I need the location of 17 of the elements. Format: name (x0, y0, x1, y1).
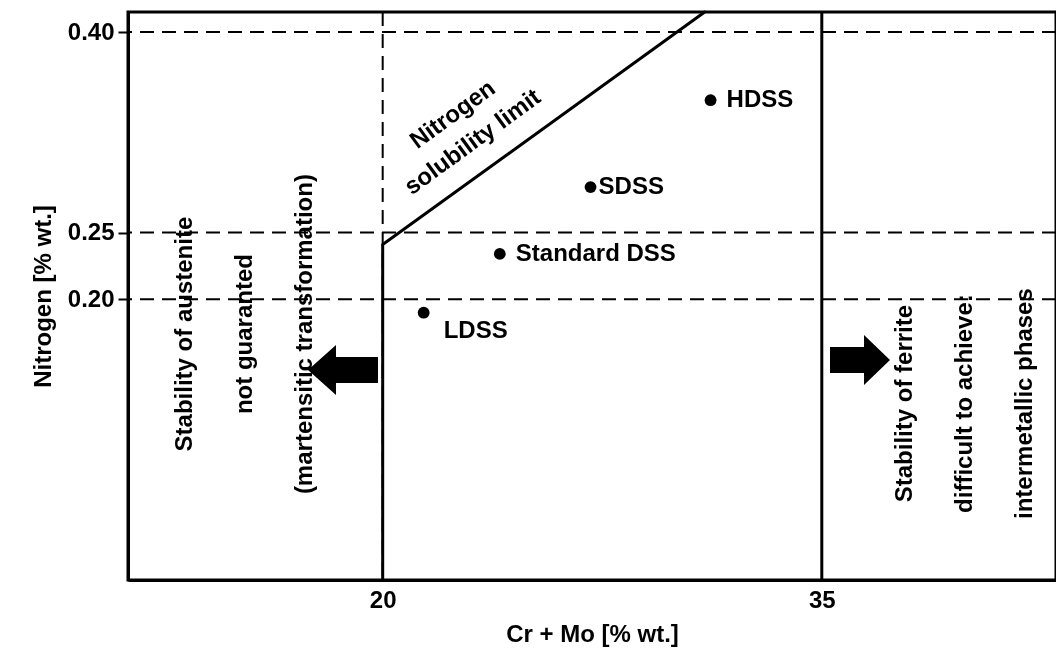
y-axis-title: Nitrogen [% wt.] (28, 205, 56, 388)
point (493, 248, 506, 260)
x-axis-title: Cr + Mo [% wt.] (506, 619, 679, 647)
text: Stability of ferrite difficult to achieve: intermetallic phases (890, 288, 1038, 519)
annotation: HDSS (726, 85, 794, 113)
annotation: SDSS (598, 172, 664, 200)
y-tick-label: 0.25 (67, 218, 115, 246)
x-tick-label: 20 (369, 585, 397, 613)
x-tick-label: 35 (808, 585, 836, 613)
point (584, 181, 597, 193)
point (417, 306, 430, 319)
y-tick-label: 0.20 (67, 284, 115, 312)
point (704, 94, 717, 107)
text: Stability of austenite not guaranted (martensitic transformation) (170, 174, 318, 495)
y-tick-label: 0.40 (67, 17, 115, 45)
annotation: Standard DSS (515, 238, 676, 266)
annotation: LDSS (443, 315, 508, 343)
